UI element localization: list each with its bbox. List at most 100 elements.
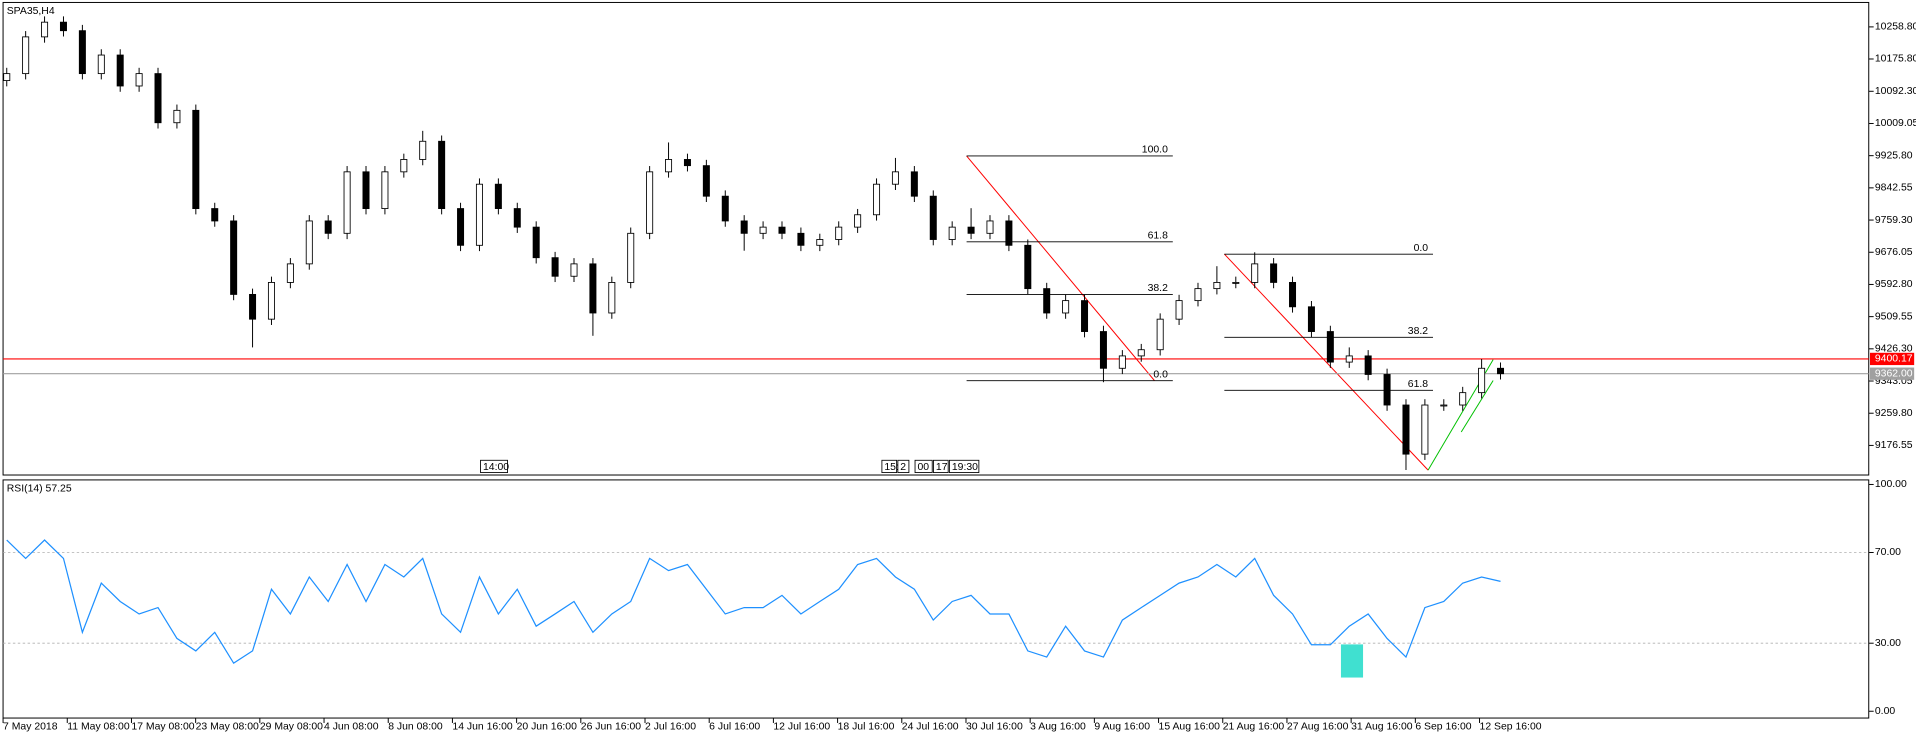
candle-body bbox=[1024, 244, 1032, 290]
candle-body bbox=[1213, 282, 1221, 290]
candle-body bbox=[608, 282, 616, 314]
x-tick-label: 3 Aug 16:00 bbox=[1030, 721, 1086, 732]
candle-body bbox=[211, 208, 219, 222]
y-tick-label: 10009.05 bbox=[1875, 118, 1916, 129]
fib-label: 61.8 bbox=[1148, 230, 1168, 241]
y-tick-label: 9259.80 bbox=[1875, 408, 1913, 419]
candle-body bbox=[627, 232, 635, 283]
y-tick-label: 10092.30 bbox=[1875, 86, 1916, 97]
x-tick-label: 15 Aug 16:00 bbox=[1159, 721, 1221, 732]
candle-body bbox=[1251, 263, 1259, 283]
y-tick-label: 9592.80 bbox=[1875, 279, 1913, 290]
candle-body bbox=[873, 183, 881, 216]
candle-body bbox=[249, 293, 257, 320]
candle-body bbox=[910, 171, 918, 197]
candle-body bbox=[286, 263, 294, 283]
candle-body bbox=[1326, 331, 1334, 363]
fib-label: 38.2 bbox=[1408, 326, 1428, 337]
candle-body bbox=[929, 195, 937, 240]
y-tick-label: 9925.80 bbox=[1875, 150, 1913, 161]
time-marker: 17 bbox=[936, 462, 948, 473]
x-tick-label: 2 Jul 16:00 bbox=[645, 721, 696, 732]
y-tick-label: 9759.30 bbox=[1875, 215, 1913, 226]
candle-body bbox=[1307, 306, 1315, 332]
fib-label: 0.0 bbox=[1153, 369, 1168, 380]
candle-body bbox=[967, 226, 975, 234]
candle-body bbox=[1270, 263, 1278, 283]
x-tick-label: 11 May 08:00 bbox=[67, 721, 130, 732]
candle-body bbox=[1478, 367, 1486, 394]
candle-body bbox=[1232, 282, 1240, 284]
candle-body bbox=[1118, 355, 1126, 369]
x-tick-label: 6 Jul 16:00 bbox=[709, 721, 760, 732]
y-tick-label: 9176.55 bbox=[1875, 440, 1913, 451]
fib-label: 38.2 bbox=[1148, 283, 1168, 294]
y-tick-label: 10258.80 bbox=[1875, 22, 1916, 33]
candle-body bbox=[948, 226, 956, 240]
time-marker: 19:30 bbox=[952, 462, 978, 473]
time-marker: 14:00 bbox=[483, 462, 509, 473]
candle-body bbox=[1345, 355, 1353, 363]
x-tick-label: 23 May 08:00 bbox=[196, 721, 259, 732]
candle-body bbox=[570, 263, 578, 277]
trend-line bbox=[1460, 380, 1494, 433]
x-tick-label: 29 May 08:00 bbox=[260, 721, 323, 732]
candle-body bbox=[683, 159, 691, 167]
price-tag-label: 9400.17 bbox=[1875, 354, 1913, 365]
candle-body bbox=[1099, 331, 1107, 369]
x-tick-label: 21 Aug 16:00 bbox=[1223, 721, 1285, 732]
candle-body bbox=[41, 21, 49, 38]
time-marker-box bbox=[914, 459, 933, 473]
y-tick-label: 9509.55 bbox=[1875, 311, 1913, 322]
candle-body bbox=[59, 21, 67, 32]
candle-body bbox=[1175, 300, 1183, 320]
candle-body bbox=[835, 226, 843, 240]
candle-body bbox=[721, 195, 729, 222]
candle-body bbox=[475, 183, 483, 246]
candle-body bbox=[702, 165, 710, 197]
candle-body bbox=[78, 30, 86, 75]
candle-body bbox=[1402, 404, 1410, 455]
y-tick-label: 9343.05 bbox=[1875, 376, 1913, 387]
y-tick-label: 70.00 bbox=[1875, 547, 1901, 558]
x-tick-label: 17 May 08:00 bbox=[131, 721, 194, 732]
candle-body bbox=[173, 109, 181, 124]
candle-body bbox=[438, 140, 446, 210]
fib-label: 61.8 bbox=[1408, 379, 1428, 390]
candle-body bbox=[551, 257, 559, 277]
x-tick-label: 4 Jun 08:00 bbox=[324, 721, 379, 732]
time-marker-box bbox=[897, 459, 910, 473]
candle-body bbox=[1421, 404, 1429, 455]
candle-body bbox=[343, 171, 351, 234]
trend-line bbox=[1223, 253, 1429, 471]
price-tag bbox=[1869, 367, 1915, 380]
candle-body bbox=[986, 220, 994, 234]
candle-body bbox=[646, 171, 654, 234]
time-marker: 00 bbox=[917, 462, 929, 473]
time-marker-box bbox=[948, 459, 980, 473]
x-tick-label: 30 Jul 16:00 bbox=[966, 721, 1023, 732]
candle-body bbox=[457, 208, 465, 246]
candle-body bbox=[891, 171, 899, 185]
candle-body bbox=[97, 54, 105, 75]
candle-body bbox=[1459, 392, 1467, 406]
x-tick-label: 14 Jun 16:00 bbox=[452, 721, 512, 732]
candle-body bbox=[1081, 300, 1089, 332]
rsi-panel bbox=[2, 479, 1870, 719]
y-tick-label: 100.00 bbox=[1875, 479, 1907, 490]
candle-body bbox=[1043, 288, 1051, 314]
candle-body bbox=[740, 220, 748, 234]
chart-title: SPA35,H4 bbox=[7, 6, 55, 17]
candle-body bbox=[589, 263, 597, 314]
price-tag-label: 9362.00 bbox=[1875, 368, 1913, 379]
time-marker: 2 bbox=[900, 462, 906, 473]
y-tick-label: 9676.05 bbox=[1875, 247, 1913, 258]
time-marker: 15: bbox=[884, 462, 899, 473]
candle-body bbox=[1156, 318, 1164, 351]
candle-body bbox=[1364, 355, 1372, 375]
time-marker-box bbox=[933, 459, 949, 473]
candle-body bbox=[1440, 404, 1448, 407]
x-tick-label: 18 Jul 16:00 bbox=[838, 721, 895, 732]
candle-body bbox=[532, 226, 540, 259]
